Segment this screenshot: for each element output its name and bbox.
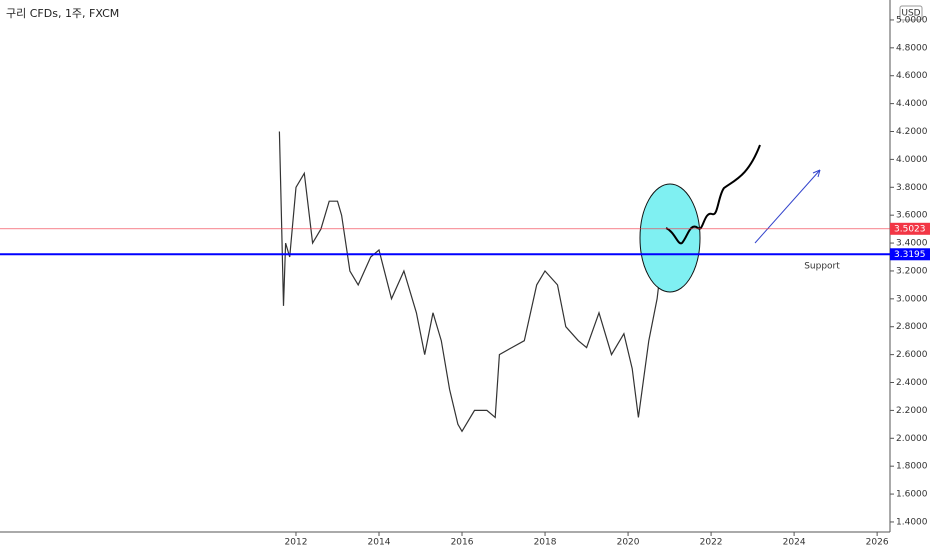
trend-arrow — [754, 169, 821, 244]
projection-curve — [665, 144, 761, 245]
level-tag-label: 3.5023 — [894, 224, 926, 234]
y-tick-label: 3.0000 — [896, 294, 928, 304]
y-tick-label: 2.2000 — [896, 406, 928, 416]
level-tag-label: 3.3195 — [894, 250, 926, 260]
x-tick-label: 2018 — [534, 538, 557, 548]
y-tick-label: 2.6000 — [896, 350, 928, 360]
level-tag — [890, 222, 930, 235]
y-tick-label: 3.4000 — [896, 239, 928, 249]
y-tick-label: 1.6000 — [896, 490, 928, 500]
y-tick-label: 3.6000 — [896, 211, 928, 221]
y-tick-label: 1.4000 — [896, 517, 928, 527]
y-tick-label: 1.8000 — [896, 462, 928, 472]
y-tick-label: 3.8000 — [896, 183, 928, 193]
x-tick-label: 2016 — [451, 538, 474, 548]
y-tick-label: 2.0000 — [896, 434, 928, 444]
y-tick-label: 4.2000 — [896, 127, 928, 137]
arrow-head — [812, 169, 821, 178]
y-tick-label: 4.6000 — [896, 71, 928, 81]
y-tick-label: 4.0000 — [896, 155, 928, 165]
y-tick-label: 3.2000 — [896, 266, 928, 276]
y-tick-label: 2.4000 — [896, 378, 928, 388]
level-tag — [890, 248, 930, 261]
y-tick-label: 5.0000 — [896, 15, 928, 25]
highlight-ellipse — [639, 183, 701, 293]
chart-title: 구리 CFDs, 1주, FXCM — [6, 7, 119, 20]
x-tick-label: 2024 — [783, 538, 806, 548]
y-tick-label: 2.8000 — [896, 322, 928, 332]
x-tick-label: 2026 — [866, 538, 889, 548]
x-tick-label: 2014 — [368, 538, 391, 548]
y-tick-label: 4.4000 — [896, 99, 928, 109]
x-tick-label: 2022 — [700, 538, 723, 548]
currency-box — [899, 5, 923, 21]
x-tick-label: 2012 — [285, 538, 308, 548]
x-tick-label: 2020 — [617, 538, 640, 548]
price-line — [278, 131, 666, 433]
y-tick-label: 4.8000 — [896, 43, 928, 53]
support-annotation: Support — [804, 262, 840, 272]
currency-label: USD — [901, 9, 920, 19]
drawings: Support — [639, 144, 840, 293]
